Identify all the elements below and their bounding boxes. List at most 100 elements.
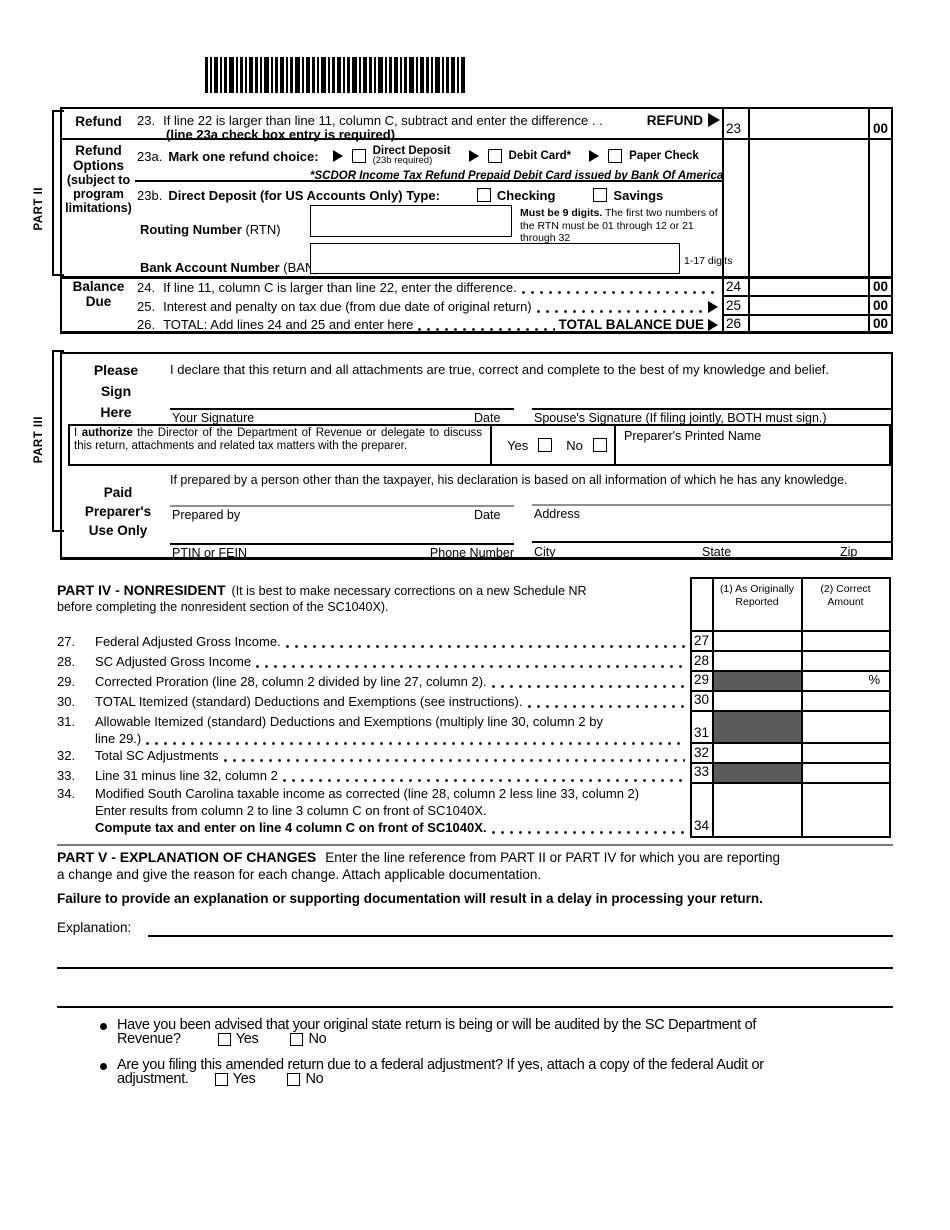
- line29-col2-field[interactable]: [803, 671, 888, 689]
- line24-leader: [521, 291, 715, 294]
- line33-text: Line 31 minus line 32, column 2: [95, 768, 278, 783]
- line34-text2: Enter results from column 2 to line 3 co…: [95, 803, 487, 818]
- prepared-by-note: If prepared by a person other than the t…: [170, 473, 848, 487]
- line27-col1-field[interactable]: [714, 631, 800, 649]
- part4-col-divider: [801, 579, 803, 836]
- line26-amount-field[interactable]: [750, 316, 866, 331]
- line32-cell-number: 32: [694, 745, 710, 760]
- part4-title-note-line2: before completing the nonresident sectio…: [57, 600, 389, 614]
- debit-card-checkbox[interactable]: [487, 149, 502, 163]
- phone-number-label: Phone Number: [429, 546, 514, 560]
- spouse-signature-field[interactable]: [532, 408, 891, 410]
- ban-input[interactable]: [310, 243, 680, 274]
- please-sign-here-label: Please Sign Here: [93, 362, 139, 420]
- line34-col1-field[interactable]: [714, 783, 800, 835]
- line26-arrow-icon: [708, 319, 718, 331]
- line27-col2-field[interactable]: [803, 631, 888, 649]
- authorize-yes-checkbox[interactable]: [538, 438, 553, 452]
- line23-arrow-icon: [708, 113, 720, 127]
- part4-col2-header: (2) Correct Amount: [820, 583, 871, 608]
- explanation-line-1[interactable]: [148, 935, 893, 937]
- line34-cell-number: 34: [694, 818, 710, 833]
- line32-col2-field[interactable]: [803, 743, 888, 761]
- question1-yes-checkbox[interactable]: [217, 1032, 231, 1046]
- zip-label: Zip: [840, 545, 858, 559]
- line23a-number: 23a.: [137, 148, 163, 164]
- preparer-printed-name-box[interactable]: Preparer's Printed Name: [614, 424, 891, 466]
- question2-bullet: [100, 1063, 107, 1070]
- explanation-line-3[interactable]: [57, 1006, 893, 1008]
- part2-bracket-tick-bottom: [52, 274, 64, 276]
- line24-amount-field[interactable]: [750, 278, 866, 295]
- part2-row24-bottom-line: [722, 295, 891, 297]
- line23-cell-number: 23: [726, 121, 742, 136]
- direct-deposit-choice: Direct Deposit (23b required): [372, 144, 451, 166]
- line24-cents: 00: [872, 279, 888, 294]
- part3-bracket-tick-bottom: [52, 530, 64, 532]
- part4-number-col-divider: [712, 579, 714, 836]
- paper-check-checkbox[interactable]: [608, 149, 623, 163]
- part2-bracket-tick-top: [52, 110, 64, 112]
- part4-title-note: (It is best to make necessary correction…: [231, 584, 587, 598]
- part3-bracket: [52, 350, 54, 532]
- line31-col1-shaded-cell: [713, 711, 801, 742]
- line24-cell-number: 24: [726, 279, 742, 294]
- line33-col2-field[interactable]: [803, 763, 888, 781]
- line23a-text: Mark one refund choice:: [168, 148, 319, 164]
- city-state-zip-field[interactable]: [532, 541, 891, 543]
- line29-number: 29.: [57, 674, 76, 689]
- refund-row-label: Refund: [75, 114, 122, 129]
- line27-number: 27.: [57, 634, 76, 649]
- checking-checkbox[interactable]: [476, 188, 491, 202]
- part3-bracket-tick-top: [52, 350, 64, 352]
- address-field[interactable]: [532, 504, 891, 506]
- part4-row28-line: [692, 670, 889, 672]
- line32-col1-field[interactable]: [714, 743, 800, 761]
- line23-amount-field[interactable]: [750, 111, 866, 136]
- authorize-divider: [490, 426, 492, 464]
- line27-text: Federal Adjusted Gross Income.: [95, 634, 281, 649]
- authorize-no-checkbox[interactable]: [592, 438, 607, 452]
- ptin-field[interactable]: [170, 543, 514, 545]
- question2-no-checkbox[interactable]: [287, 1072, 301, 1086]
- question1-no-checkbox[interactable]: [290, 1032, 304, 1046]
- authorize-box: I authorize the Director of the Departme…: [68, 424, 616, 466]
- line31-text2: line 29.): [95, 731, 142, 746]
- line34-col2-field[interactable]: [803, 783, 888, 835]
- part5-top-rule: [57, 844, 893, 846]
- refund-options-row-label: Refund Options (subject to program limit…: [65, 143, 132, 215]
- savings-checkbox[interactable]: [593, 188, 608, 202]
- line31-col2-field[interactable]: [803, 711, 888, 741]
- part4-row27-line: [692, 650, 889, 652]
- part3-side-label: PART III: [33, 416, 45, 464]
- line25-amount-field[interactable]: [750, 297, 866, 314]
- authorize-no-label: No: [566, 437, 583, 453]
- part4-header-bottom-line: [692, 630, 889, 632]
- line29-leader: [491, 685, 685, 688]
- paper-check-choice: Paper Check: [629, 150, 699, 162]
- line30-text: TOTAL Itemized (standard) Deductions and…: [95, 694, 523, 709]
- line26-text: TOTAL: Add lines 24 and 25 and enter her…: [163, 317, 414, 332]
- explanation-line-2[interactable]: [57, 967, 893, 969]
- line25-cents: 00: [872, 298, 888, 313]
- part5-instructions-line2: a change and give the reason for each ch…: [57, 867, 542, 882]
- line28-col1-field[interactable]: [714, 651, 800, 669]
- question1-yes-label: Yes: [235, 1031, 259, 1047]
- savings-label: Savings: [613, 187, 664, 203]
- question2-yes-checkbox[interactable]: [214, 1072, 228, 1086]
- line23-text: If line 22 is larger than line 11, colum…: [163, 112, 603, 128]
- state-label: State: [702, 545, 732, 559]
- line30-col2-field[interactable]: [803, 691, 888, 709]
- prepared-by-field[interactable]: [170, 505, 514, 507]
- line28-number: 28.: [57, 654, 76, 669]
- line28-col2-field[interactable]: [803, 651, 888, 669]
- your-signature-field[interactable]: [170, 408, 514, 410]
- direct-deposit-checkbox[interactable]: [351, 149, 366, 163]
- rtn-input[interactable]: [310, 205, 512, 237]
- debit-card-choice: Debit Card*: [508, 150, 572, 162]
- ban-digits-note: 1-17 digits: [684, 255, 733, 267]
- line30-col1-field[interactable]: [714, 691, 800, 709]
- question2-no-label: No: [305, 1071, 324, 1087]
- preparer-printed-name-label: Preparer's Printed Name: [624, 429, 762, 443]
